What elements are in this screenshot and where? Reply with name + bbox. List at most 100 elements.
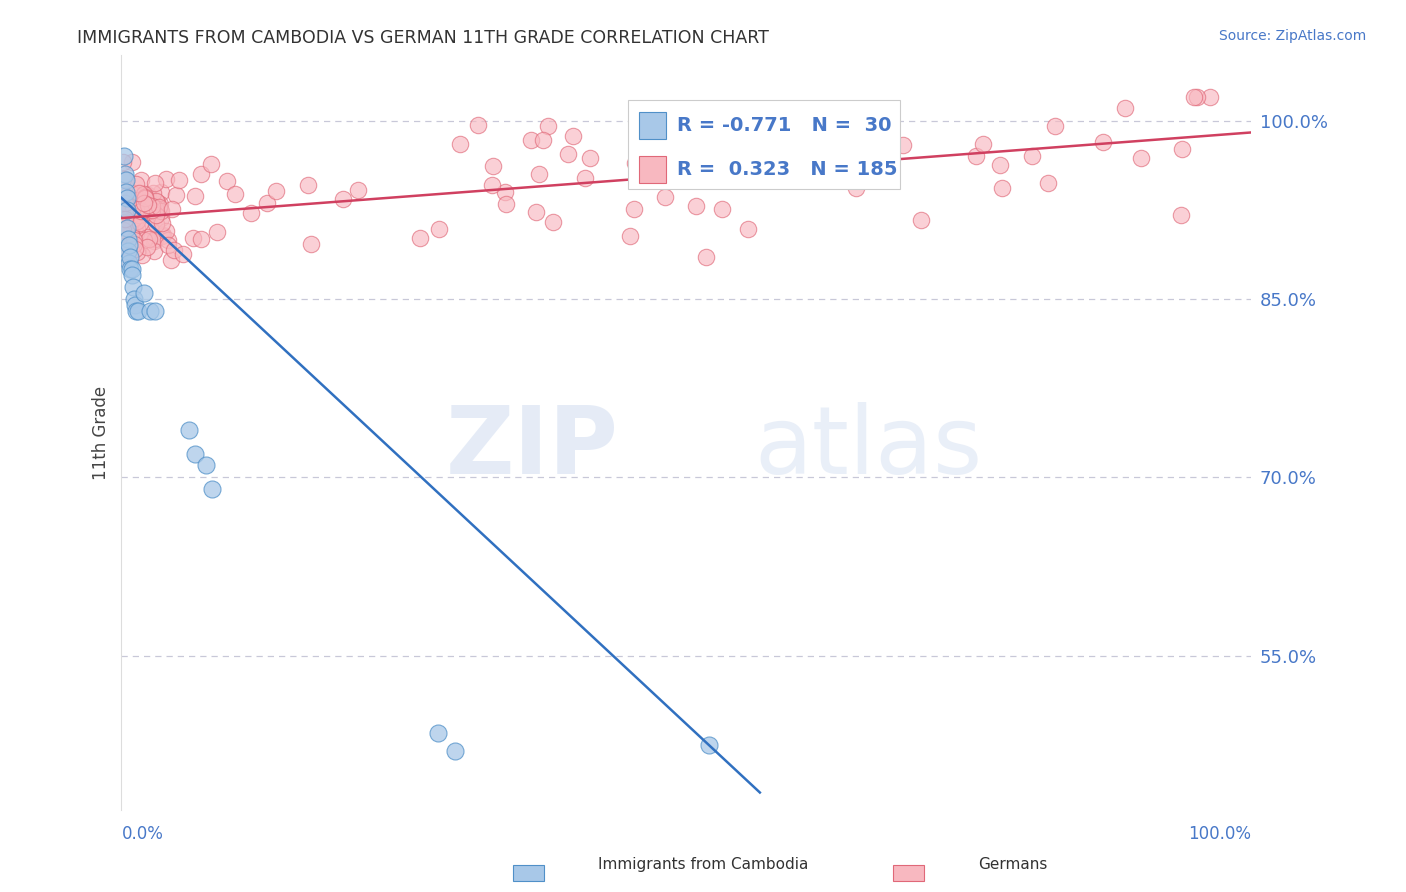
Point [135,230,157,244]
Point [654,190,676,204]
Point [494,185,516,199]
Point [132,194,155,208]
Point [124,242,146,256]
Point [149,185,172,199]
Point [655,162,678,177]
Point [136,188,159,202]
Point [115,226,138,240]
Point [467,118,489,132]
Point [156,238,179,252]
Point [114,212,136,227]
Point [160,202,183,216]
Point [991,180,1014,194]
Point [145,194,167,208]
Point [1199,89,1222,103]
Point [118,231,141,245]
Point [136,198,159,212]
Point [111,242,134,256]
Text: 100.0%: 100.0% [1188,824,1251,843]
Point [834,105,856,120]
Point [114,224,136,238]
Point [115,207,138,221]
Point [125,214,148,228]
Point [156,233,179,247]
Point [127,220,149,235]
Point [125,178,148,192]
Text: atlas: atlas [754,401,983,494]
Point [115,202,138,217]
Point [201,482,224,496]
Point [122,186,145,200]
Point [122,233,145,247]
Point [427,222,450,236]
Point [114,216,136,230]
Point [195,458,218,473]
Point [115,232,138,246]
Point [481,159,503,173]
Point [711,202,734,216]
Point [122,237,145,252]
Point [619,229,641,244]
Point [623,202,645,217]
Point [115,220,138,235]
Point [152,228,174,243]
Point [181,230,204,244]
Point [449,136,471,151]
Point [142,186,165,200]
Point [557,147,579,161]
Point [112,149,135,163]
Point [966,149,988,163]
Point [134,196,156,211]
Point [132,202,155,217]
Point [134,190,156,204]
Point [128,186,150,200]
Point [141,199,163,213]
Point [117,228,139,243]
Point [150,216,173,230]
Point [121,197,143,211]
Point [135,205,157,219]
Point [138,303,160,318]
Point [143,201,166,215]
Point [118,200,141,214]
Point [118,256,141,270]
Point [623,156,645,170]
Point [1043,120,1066,134]
Point [118,247,141,261]
Point [297,178,319,192]
Point [150,229,173,244]
Point [111,171,134,186]
Point [111,198,134,212]
Point [139,219,162,234]
Point [122,211,145,226]
Point [543,215,565,229]
Point [143,176,166,190]
Point [122,188,145,202]
Point [524,204,547,219]
Point [143,303,166,318]
Point [155,224,177,238]
Point [972,137,994,152]
Point [127,303,149,318]
Point [136,188,159,202]
Point [264,184,287,198]
Point [332,192,354,206]
Point [120,226,142,240]
Point [115,173,138,187]
Point [121,280,143,294]
Point [910,213,932,227]
Point [143,235,166,249]
Point [1182,89,1205,103]
Point [118,227,141,241]
Point [184,189,207,203]
Point [120,215,142,229]
Point [111,155,134,169]
Point [142,244,165,259]
Point [481,178,503,192]
Point [117,210,139,224]
Point [845,180,868,194]
Point [146,195,169,210]
Point [1185,89,1208,103]
Point [794,161,817,176]
Point [160,252,183,267]
